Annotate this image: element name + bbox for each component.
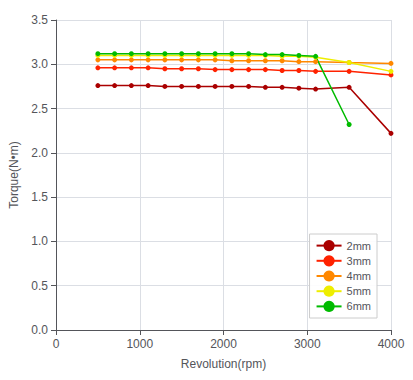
- svg-text:1.5: 1.5: [31, 190, 48, 204]
- svg-text:3mm: 3mm: [347, 255, 371, 267]
- svg-text:2.5: 2.5: [31, 102, 48, 116]
- svg-text:3.0: 3.0: [31, 57, 48, 71]
- svg-text:Revolution(rpm): Revolution(rpm): [181, 357, 266, 371]
- svg-text:1.0: 1.0: [31, 234, 48, 248]
- svg-text:3.5: 3.5: [31, 13, 48, 27]
- svg-text:1000: 1000: [126, 337, 153, 351]
- svg-text:0: 0: [53, 337, 60, 351]
- svg-text:4000: 4000: [378, 337, 405, 351]
- svg-text:4mm: 4mm: [347, 270, 371, 282]
- svg-text:Torque(N•m): Torque(N•m): [7, 141, 21, 209]
- svg-text:2mm: 2mm: [347, 240, 371, 252]
- svg-text:0.0: 0.0: [31, 323, 48, 337]
- svg-text:2000: 2000: [210, 337, 237, 351]
- svg-text:6mm: 6mm: [347, 300, 371, 312]
- svg-text:3000: 3000: [294, 337, 321, 351]
- svg-text:2.0: 2.0: [31, 146, 48, 160]
- svg-text:5mm: 5mm: [347, 285, 371, 297]
- svg-text:0.5: 0.5: [31, 279, 48, 293]
